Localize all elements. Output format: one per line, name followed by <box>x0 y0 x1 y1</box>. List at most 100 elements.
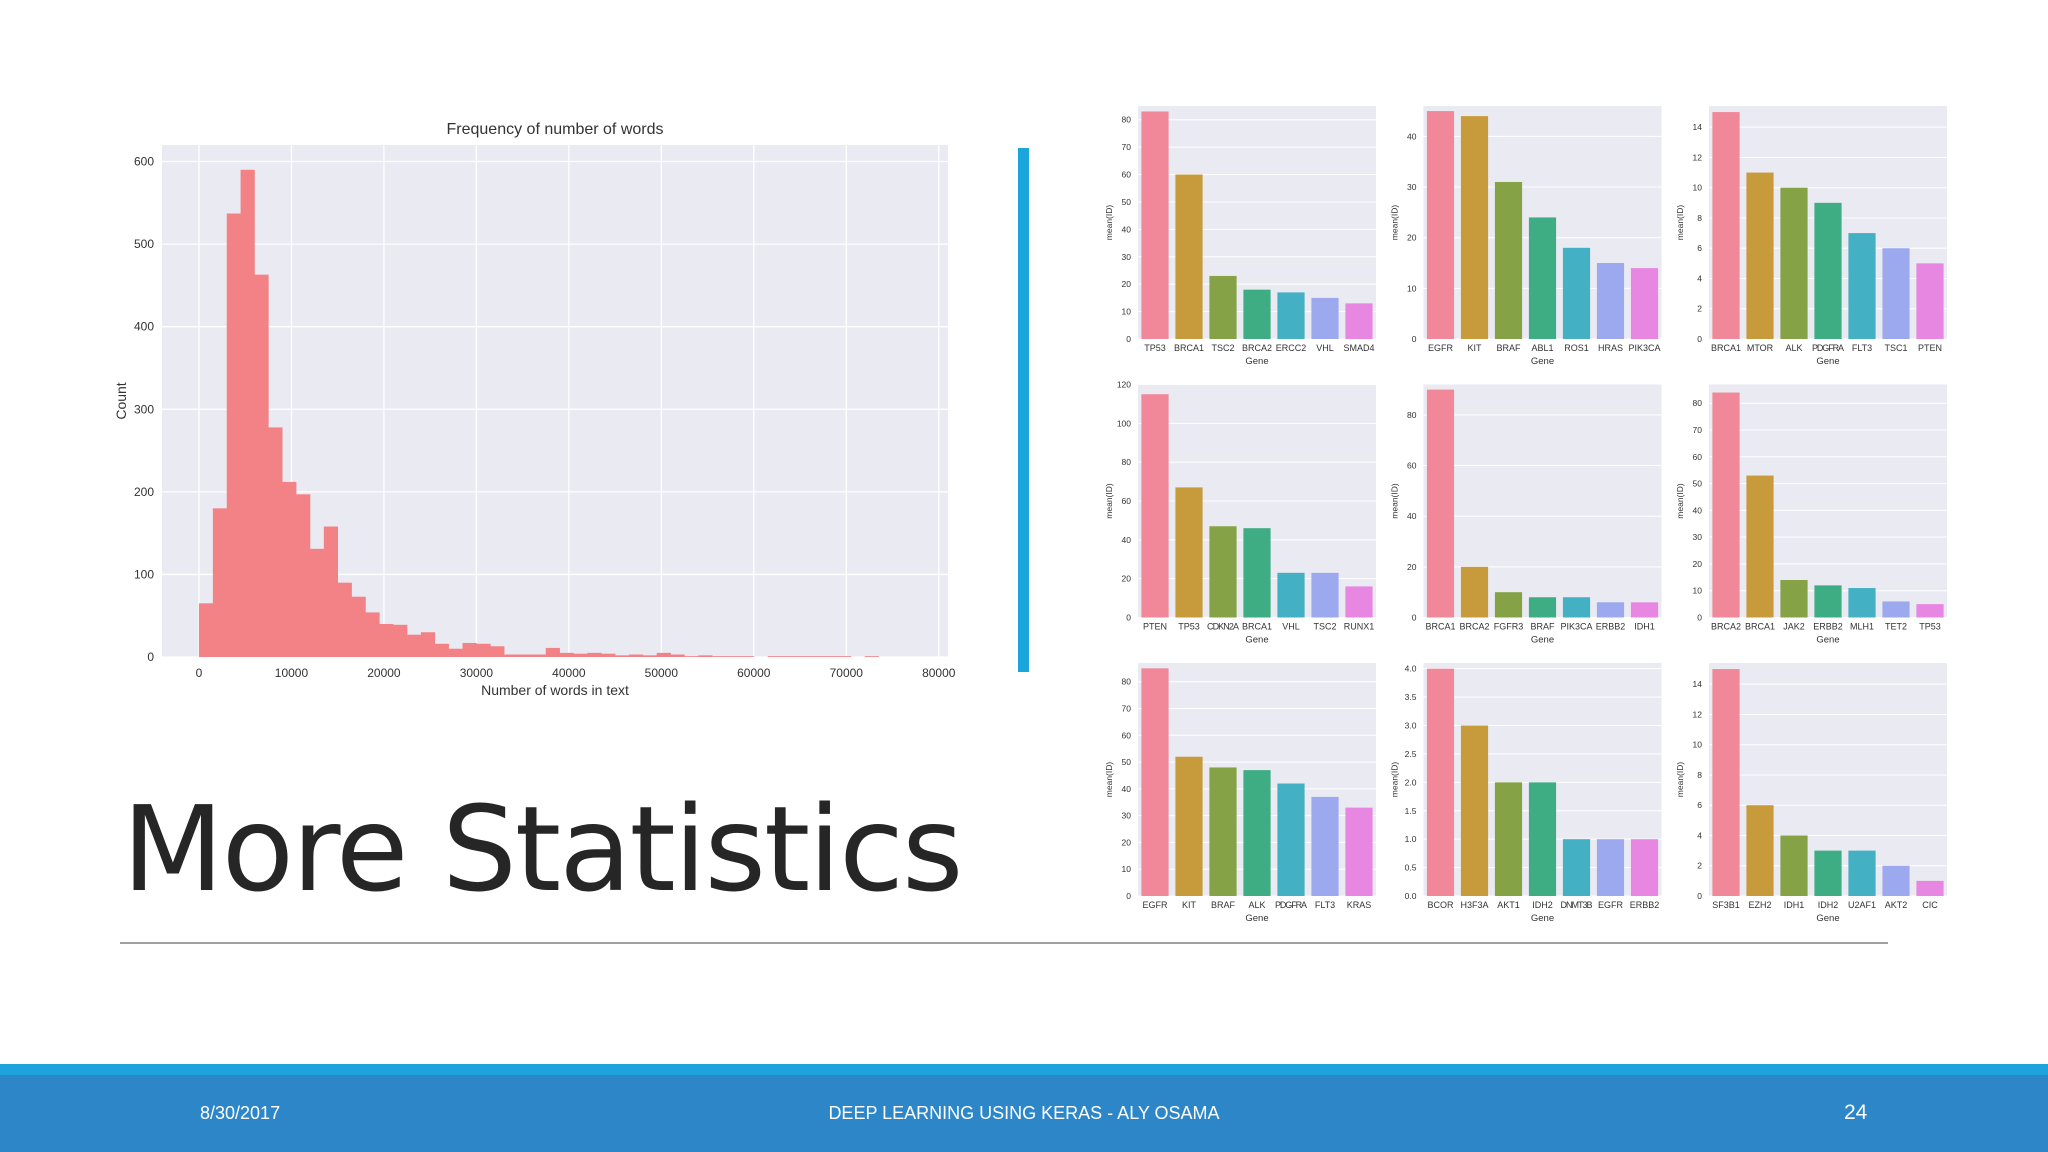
histogram-bar <box>573 653 588 657</box>
y-tick-label: 200 <box>134 485 154 499</box>
y-tick-label: 20 <box>1122 837 1132 847</box>
histogram-bar <box>615 655 630 657</box>
x-tick-label: VHL <box>1282 622 1300 632</box>
gene-bar <box>1141 668 1169 896</box>
y-tick-label: 100 <box>134 567 154 581</box>
gene-bar <box>1780 580 1808 618</box>
y-tick-label: 1.0 <box>1405 834 1417 844</box>
y-tick-label: 80 <box>1693 398 1703 408</box>
y-tick-label: 40 <box>1407 131 1417 141</box>
y-axis-label: mean(ID) <box>1104 762 1114 798</box>
x-tick-label: U2AF1 <box>1848 900 1876 910</box>
x-tick-label: ALK <box>1785 343 1802 353</box>
histogram-bar <box>684 656 699 657</box>
histogram-bar <box>739 656 755 657</box>
gene-bar <box>1712 112 1740 340</box>
histogram-bar <box>809 656 824 657</box>
y-axis-label: mean(ID) <box>1104 483 1114 519</box>
y-tick-label: 10 <box>1122 864 1132 874</box>
y-axis-label: mean(ID) <box>1390 205 1400 241</box>
x-tick-label: PIK3CA <box>1561 622 1593 632</box>
word-frequency-histogram: 0 10000 20000 30000 40000 50000 60000 70000 8000… <box>113 121 956 698</box>
gene-bar <box>1209 526 1237 618</box>
x-tick-label: EGFR <box>1598 900 1624 910</box>
y-tick-label: 0 <box>1126 891 1131 901</box>
gene-bar <box>1712 392 1740 618</box>
x-tick-label: BRCA2 <box>1711 622 1741 632</box>
y-tick-label: 14 <box>1693 122 1703 132</box>
x-tick-label: TP53 <box>1919 622 1941 632</box>
gene-bar <box>1780 835 1808 896</box>
gene-bar <box>1712 669 1740 896</box>
gene-bar <box>1209 275 1237 339</box>
gene-bar <box>1528 782 1557 896</box>
x-axis-label: Gene <box>1245 913 1268 924</box>
y-tick-label: 12 <box>1693 152 1703 162</box>
gene-bar <box>1209 767 1237 896</box>
chart-title: Frequency of number of words <box>447 121 664 138</box>
histogram-bar <box>726 656 741 657</box>
gene-bar <box>1630 268 1659 339</box>
gene-bar <box>1426 111 1455 339</box>
x-tick-label: PIK3CA <box>1629 343 1661 353</box>
x-tick-label: EGFR <box>1428 343 1454 353</box>
y-tick-label: 20 <box>1693 559 1703 569</box>
gene-bar <box>1814 850 1842 896</box>
y-tick-label: 20 <box>1122 279 1132 289</box>
gene-bar <box>1848 233 1876 339</box>
gene-bar <box>1746 805 1774 896</box>
histogram-bar <box>601 653 616 657</box>
x-tick-label: BRAF <box>1211 900 1236 910</box>
histogram-bar <box>795 656 810 657</box>
y-tick-label: 0 <box>1412 613 1417 623</box>
y-tick-label: 80 <box>1407 410 1417 420</box>
gene-bar <box>1848 588 1876 618</box>
y-tick-label: 0 <box>1697 891 1702 901</box>
histogram-bar <box>282 481 297 657</box>
y-tick-label: 2.5 <box>1405 749 1417 759</box>
y-tick-label: 80 <box>1122 457 1132 467</box>
gene-bar <box>1426 668 1455 896</box>
histogram-bar <box>559 652 574 657</box>
x-tick-label: PDGFRA <box>1275 900 1307 910</box>
gene-bar <box>1882 865 1910 896</box>
y-tick-label: 14 <box>1693 679 1703 689</box>
gene-bar <box>1311 796 1339 896</box>
x-tick-label: BRCA2 <box>1459 622 1489 632</box>
histogram-bar <box>712 656 727 657</box>
gene-bar <box>1916 604 1944 618</box>
histogram-bar <box>628 654 644 657</box>
gene-bar <box>1630 602 1659 618</box>
x-tick-label: KRAS <box>1347 900 1372 910</box>
x-tick-label: 40000 <box>552 666 586 680</box>
y-tick-label: 60 <box>1693 452 1703 462</box>
gene-bar-chart: 0 2 4 6 8 10 12 14 SF3B1 EZH2 IDH1 IDH2 U2AF1 AKT2 CIC… <box>1675 663 1947 924</box>
gene-bar <box>1311 572 1339 618</box>
y-tick-label: 20 <box>1407 233 1417 243</box>
y-tick-label: 8 <box>1697 770 1702 780</box>
plot-area <box>1423 384 1662 618</box>
histogram-bar <box>531 654 547 657</box>
gene-bar <box>1780 187 1808 339</box>
y-tick-label: 30 <box>1122 811 1132 821</box>
histogram-bar <box>296 494 311 657</box>
y-tick-label: 2.0 <box>1405 777 1417 787</box>
x-tick-label: TSC2 <box>1211 343 1234 353</box>
x-tick-label: 20000 <box>367 666 401 680</box>
y-tick-label: 6 <box>1697 243 1702 253</box>
y-tick-label: 70 <box>1122 142 1132 152</box>
histogram-bar <box>642 655 658 657</box>
x-tick-label: 30000 <box>460 666 494 680</box>
y-tick-label: 3.0 <box>1405 721 1417 731</box>
gene-bar <box>1311 297 1339 339</box>
gene-bar <box>1882 248 1910 339</box>
y-tick-label: 30 <box>1122 252 1132 262</box>
y-tick-label: 40 <box>1407 511 1417 521</box>
gene-bar <box>1596 839 1625 896</box>
gene-bar-chart: 0 10 20 30 40 50 60 70 80 EGFR KIT BRAF ALK PDGFRA FLT… <box>1104 663 1376 924</box>
x-tick-label: 60000 <box>737 666 771 680</box>
x-tick-label: AKT2 <box>1885 900 1908 910</box>
y-tick-label: 400 <box>134 320 154 334</box>
y-tick-label: 4 <box>1697 273 1702 283</box>
histogram-bar <box>407 634 422 657</box>
